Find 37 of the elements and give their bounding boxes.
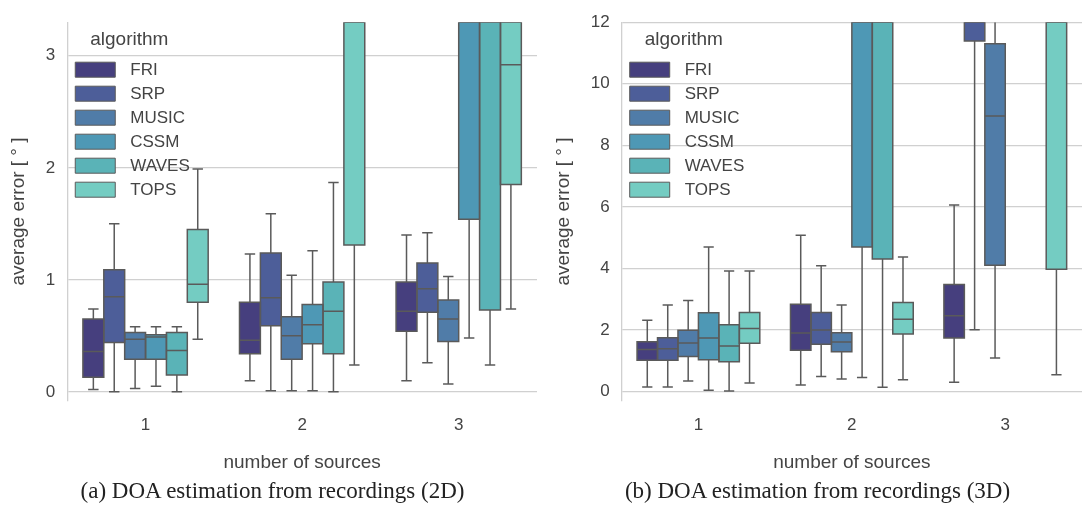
y-tick-label: 4 <box>599 258 610 278</box>
legend-label: CSSM <box>129 131 179 151</box>
legend-label: WAVES <box>684 155 744 175</box>
legend-label: TOPS <box>684 179 731 199</box>
legend-label: FRI <box>129 59 158 79</box>
y-tick-label: 2 <box>45 157 55 177</box>
x-axis-title: number of sources <box>222 450 381 472</box>
legend-label: WAVES <box>129 155 190 175</box>
legend-label: MUSIC <box>684 107 739 127</box>
y-tick-label: 1 <box>45 269 55 289</box>
y-axis-title: average error [ ° ] <box>551 137 573 286</box>
x-tick-label: 3 <box>1000 414 1010 434</box>
x-tick-label: 2 <box>296 414 307 434</box>
legend-label: CSSM <box>684 131 734 151</box>
y-tick-label: 6 <box>599 196 610 216</box>
legend-label: TOPS <box>129 179 176 199</box>
x-tick-label: 1 <box>140 414 150 434</box>
legend-label: SRP <box>684 83 720 103</box>
text: (b) DOA estimation from recordings (3D) <box>624 478 1011 504</box>
y-axis-title: average error [ ° ] <box>6 137 28 286</box>
legend-label: SRP <box>129 83 165 103</box>
y-tick-label: 10 <box>590 73 610 93</box>
legend-label: MUSIC <box>129 107 185 127</box>
x-tick-label: 2 <box>846 414 857 434</box>
legend-label: FRI <box>684 59 712 79</box>
y-tick-label: 3 <box>45 45 55 65</box>
x-axis-title: number of sources <box>772 450 931 472</box>
y-tick-label: 12 <box>590 11 610 31</box>
y-tick-label: 0 <box>45 381 55 401</box>
x-tick-label: 1 <box>693 414 703 434</box>
y-tick-label: 2 <box>599 319 610 339</box>
legend-title: algorithm <box>644 28 723 50</box>
text: (a) DOA estimation from recordings (2D) <box>80 478 465 504</box>
x-tick-label: 3 <box>453 414 463 434</box>
legend-title: algorithm <box>89 28 168 50</box>
y-tick-label: 0 <box>599 381 610 401</box>
y-tick-label: 8 <box>599 135 610 155</box>
